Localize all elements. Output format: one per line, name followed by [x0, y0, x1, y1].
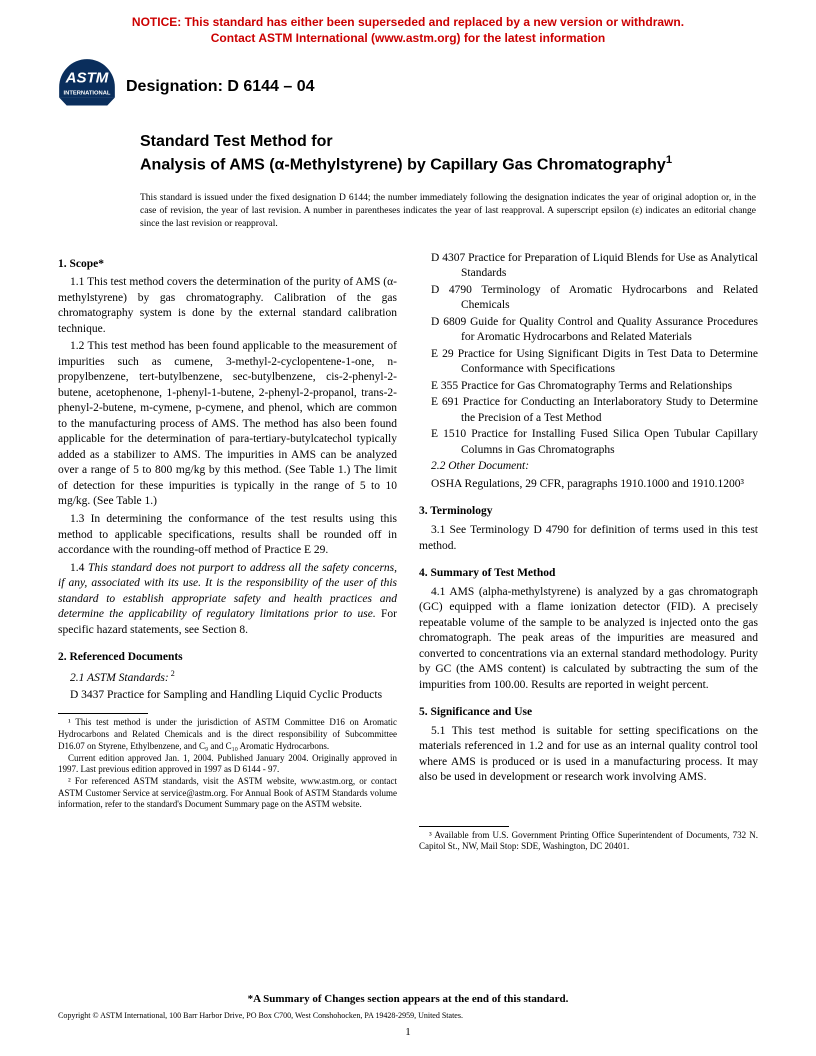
significance-heading: 5. Significance and Use	[419, 705, 758, 721]
summary-changes-note: *A Summary of Changes section appears at…	[0, 993, 816, 1005]
left-column: 1. Scope* 1.1 This test method covers th…	[58, 251, 397, 853]
summary-heading: 4. Summary of Test Method	[419, 566, 758, 582]
ref-e355: E 355 Practice for Gas Chromatography Te…	[419, 379, 758, 395]
svg-text:INTERNATIONAL: INTERNATIONAL	[64, 91, 111, 97]
para-2-2: 2.2 Other Document:	[419, 459, 758, 475]
para-1-4-italic: This standard does not purport to addres…	[58, 562, 397, 621]
header-row: ASTM INTERNATIONAL Designation: D 6144 –…	[0, 46, 816, 122]
para-3-1: 3.1 See Terminology D 4790 for definitio…	[419, 523, 758, 554]
footnote-3: ³ Available from U.S. Government Printin…	[419, 830, 758, 853]
ref-e29: E 29 Practice for Using Significant Digi…	[419, 347, 758, 378]
ref-d3437: D 3437 Practice for Sampling and Handlin…	[58, 688, 397, 704]
title-sup: 1	[666, 154, 672, 166]
title-line1: Standard Test Method for	[140, 132, 756, 153]
para-1-3: 1.3 In determining the conformance of th…	[58, 512, 397, 559]
title-main: Analysis of AMS (α-Methylstyrene) by Cap…	[140, 157, 666, 174]
body-columns: 1. Scope* 1.1 This test method covers th…	[0, 231, 816, 853]
para-1-4: 1.4 This standard does not purport to ad…	[58, 561, 397, 639]
terminology-heading: 3. Terminology	[419, 504, 758, 520]
footnote-rule-right	[419, 826, 509, 827]
footer: *A Summary of Changes section appears at…	[0, 993, 816, 1038]
ref-d4790: D 4790 Terminology of Aromatic Hydrocarb…	[419, 283, 758, 314]
refdoc-heading: 2. Referenced Documents	[58, 650, 397, 666]
ref-e1510: E 1510 Practice for Installing Fused Sil…	[419, 427, 758, 458]
supersede-notice: NOTICE: This standard has either been su…	[0, 0, 816, 46]
astm-standards-label: 2.1 ASTM Standards:	[70, 671, 169, 683]
footnote-1: ¹ This test method is under the jurisdic…	[58, 717, 397, 752]
title-block: Standard Test Method for Analysis of AMS…	[0, 122, 816, 182]
astm-logo: ASTM INTERNATIONAL	[58, 58, 116, 116]
title-line2: Analysis of AMS (α-Methylstyrene) by Cap…	[140, 153, 756, 176]
ref-e691: E 691 Practice for Conducting an Interla…	[419, 395, 758, 426]
para-1-4-lead: 1.4	[70, 562, 88, 574]
para-1-2: 1.2 This test method has been found appl…	[58, 339, 397, 510]
para-5-1: 5.1 This test method is suitable for set…	[419, 724, 758, 786]
para-4-1: 4.1 AMS (alpha-methylstyrene) is analyze…	[419, 585, 758, 694]
ref-osha: OSHA Regulations, 29 CFR, paragraphs 191…	[419, 477, 758, 493]
footnote-2: ² For referenced ASTM standards, visit t…	[58, 776, 397, 811]
copyright-text: Copyright © ASTM International, 100 Barr…	[0, 1011, 816, 1020]
issued-note: This standard is issued under the fixed …	[0, 182, 816, 230]
footnote-rule-left	[58, 713, 148, 714]
ref-d4307: D 4307 Practice for Preparation of Liqui…	[419, 251, 758, 282]
footnote-1b: Current edition approved Jan. 1, 2004. P…	[58, 753, 397, 776]
notice-line1: NOTICE: This standard has either been su…	[132, 15, 684, 29]
right-column: D 4307 Practice for Preparation of Liqui…	[419, 251, 758, 853]
astm-standards-sup: 2	[169, 669, 175, 678]
ref-d6809: D 6809 Guide for Quality Control and Qua…	[419, 315, 758, 346]
notice-line2: Contact ASTM International (www.astm.org…	[211, 31, 605, 45]
para-2-1: 2.1 ASTM Standards: 2	[58, 669, 397, 686]
page-number: 1	[0, 1026, 816, 1038]
designation-text: Designation: D 6144 – 04	[126, 78, 315, 96]
para-1-1: 1.1 This test method covers the determin…	[58, 275, 397, 337]
scope-heading: 1. Scope*	[58, 257, 397, 273]
svg-text:ASTM: ASTM	[65, 70, 109, 87]
